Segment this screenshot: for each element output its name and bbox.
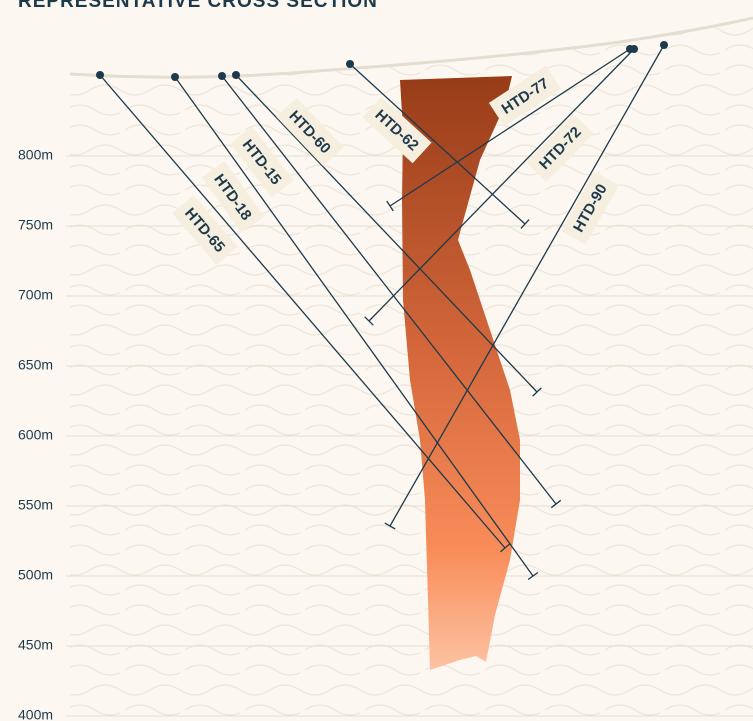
cross-section: REPRESENTATIVE CROSS SECTION 800m 750m 700… — [0, 0, 753, 721]
elevation-label: 400m — [18, 707, 53, 721]
hole-collar — [218, 72, 226, 80]
hole-collar — [630, 45, 638, 53]
hole-collar — [96, 71, 104, 79]
hole-collar — [232, 71, 240, 79]
elevation-label: 450m — [18, 637, 53, 653]
elevation-label: 550m — [18, 497, 53, 513]
hole-collar — [171, 73, 179, 81]
elevation-label: 700m — [18, 287, 53, 303]
elevation-label: 800m — [18, 147, 53, 163]
hole-collar — [660, 41, 668, 49]
elevation-label: 750m — [18, 217, 53, 233]
title: REPRESENTATIVE CROSS SECTION — [18, 0, 378, 12]
elevation-label: 600m — [18, 427, 53, 443]
elevation-label: 650m — [18, 357, 53, 373]
hole-collar — [346, 60, 354, 68]
elevation-label: 500m — [18, 567, 53, 583]
